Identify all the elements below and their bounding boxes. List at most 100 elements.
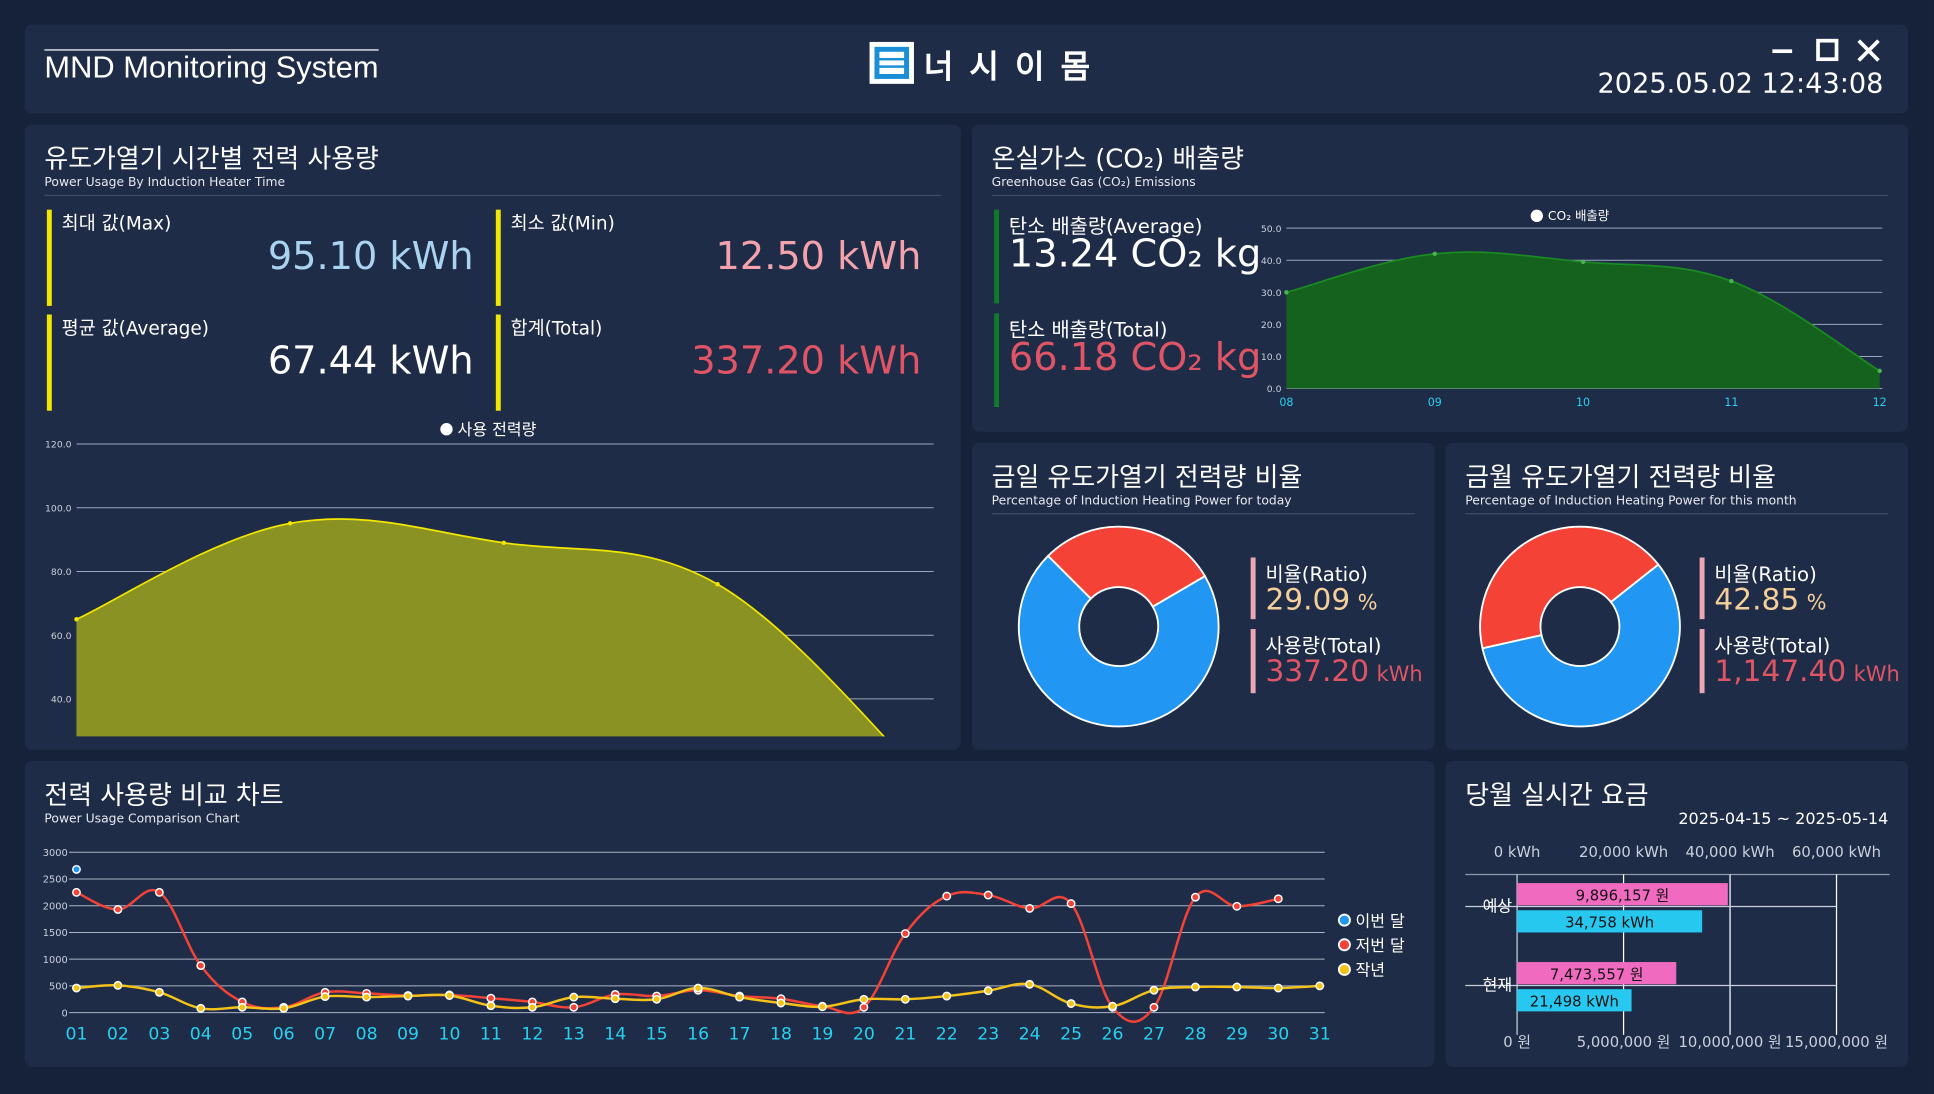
y-tick-label: 20.0 bbox=[1261, 320, 1282, 331]
data-point[interactable] bbox=[1190, 892, 1200, 902]
legend-label[interactable]: 저번 달 bbox=[1356, 936, 1406, 955]
data-point[interactable] bbox=[320, 992, 330, 1002]
x-tick-label: 19 bbox=[811, 1025, 833, 1045]
data-point[interactable] bbox=[486, 993, 496, 1003]
data-point[interactable] bbox=[693, 983, 703, 993]
data-point[interactable] bbox=[237, 1002, 247, 1012]
data-point[interactable] bbox=[735, 992, 744, 1002]
data-point[interactable] bbox=[983, 986, 993, 996]
data-point[interactable] bbox=[1108, 1001, 1117, 1011]
stat-label: 합계(Total) bbox=[510, 316, 603, 340]
logo-icon bbox=[869, 41, 914, 84]
remaining-slice[interactable] bbox=[1017, 554, 1220, 728]
data-point[interactable] bbox=[1273, 894, 1283, 904]
data-point[interactable] bbox=[72, 887, 81, 897]
legend-label[interactable]: CO₂ 배출량 bbox=[1548, 209, 1609, 223]
data-point[interactable] bbox=[900, 929, 910, 938]
data-point[interactable] bbox=[610, 994, 620, 1004]
data-point[interactable] bbox=[715, 582, 720, 587]
remaining-slice[interactable] bbox=[1481, 563, 1681, 728]
data-point[interactable] bbox=[1025, 903, 1035, 913]
data-point[interactable] bbox=[113, 980, 123, 990]
x-tick-label: 28 bbox=[1184, 1025, 1206, 1045]
legend-label[interactable]: 이번 달 bbox=[1356, 911, 1406, 930]
data-point[interactable] bbox=[1232, 982, 1242, 992]
data-point[interactable] bbox=[1273, 983, 1283, 993]
data-point[interactable] bbox=[1580, 259, 1586, 265]
data-point[interactable] bbox=[1190, 982, 1200, 992]
legend-marker[interactable] bbox=[1337, 962, 1351, 976]
data-point[interactable] bbox=[652, 994, 662, 1004]
data-point[interactable] bbox=[154, 987, 164, 997]
data-point[interactable] bbox=[486, 1001, 496, 1011]
data-point[interactable] bbox=[74, 617, 79, 622]
data-point[interactable] bbox=[445, 991, 454, 1000]
data-point[interactable] bbox=[983, 890, 993, 900]
data-point[interactable] bbox=[942, 991, 952, 1001]
data-point[interactable] bbox=[1025, 979, 1035, 989]
data-point[interactable] bbox=[817, 1002, 827, 1012]
legend-marker[interactable] bbox=[1530, 209, 1543, 223]
data-point[interactable] bbox=[1315, 981, 1325, 991]
data-point[interactable] bbox=[1877, 368, 1882, 374]
usage-bar[interactable] bbox=[1517, 989, 1632, 1012]
bottom-tick-label: 0 원 bbox=[1503, 1034, 1531, 1051]
data-point[interactable] bbox=[362, 992, 372, 1002]
data-point[interactable] bbox=[196, 961, 206, 971]
bottom-tick-label: 15,000,000 원 bbox=[1785, 1034, 1888, 1051]
x-tick-label: 12 bbox=[521, 1025, 543, 1045]
panel-subtitle: Percentage of Induction Heating Power fo… bbox=[1465, 494, 1797, 509]
legend-label[interactable]: 작년 bbox=[1356, 961, 1385, 980]
data-point[interactable] bbox=[859, 994, 869, 1004]
stat-value: 337.20 kWh bbox=[691, 339, 922, 384]
data-point[interactable] bbox=[113, 905, 123, 914]
data-point[interactable] bbox=[1149, 985, 1159, 995]
fee-bar[interactable] bbox=[1517, 962, 1677, 985]
data-point[interactable] bbox=[1066, 999, 1076, 1008]
co2-total-stat: 탄소 배출량(Total) 66.18 CO₂ kg bbox=[994, 313, 1261, 408]
panel-subtitle: Greenhouse Gas (CO₂) Emissions bbox=[991, 176, 1196, 190]
data-point[interactable] bbox=[1149, 1002, 1159, 1012]
fee-bar[interactable] bbox=[1517, 883, 1728, 906]
data-point[interactable] bbox=[1284, 290, 1289, 295]
stat-value: 42.85% bbox=[1714, 582, 1826, 617]
minimize-button[interactable] bbox=[1766, 37, 1798, 64]
data-point[interactable] bbox=[154, 887, 164, 897]
data-point[interactable] bbox=[569, 992, 579, 1002]
monthly-fee-panel: 당월 실시간 요금 2025-04-15 ~ 2025-05-14 0 kWh 0… bbox=[1445, 761, 1909, 1067]
x-tick-label: 08 bbox=[1279, 396, 1293, 409]
x-tick-label: 06 bbox=[273, 1025, 295, 1045]
data-point[interactable] bbox=[196, 1003, 206, 1013]
data-point[interactable] bbox=[1066, 899, 1076, 909]
data-point[interactable] bbox=[403, 991, 413, 1001]
data-point[interactable] bbox=[569, 1002, 579, 1012]
x-tick-label: 24 bbox=[1019, 1025, 1041, 1045]
data-point[interactable] bbox=[527, 1002, 537, 1012]
legend-marker[interactable] bbox=[1337, 938, 1351, 952]
x-tick-label: 18 bbox=[770, 1025, 792, 1045]
close-button[interactable] bbox=[1853, 37, 1885, 64]
data-point[interactable] bbox=[279, 1003, 289, 1013]
data-point[interactable] bbox=[942, 891, 952, 901]
data-point[interactable] bbox=[1232, 901, 1242, 911]
data-point[interactable] bbox=[1432, 251, 1437, 257]
data-point[interactable] bbox=[900, 994, 910, 1004]
legend-marker[interactable] bbox=[1337, 913, 1351, 927]
ratio-slice[interactable] bbox=[1046, 525, 1207, 608]
data-point[interactable] bbox=[72, 983, 81, 993]
usage-bar[interactable] bbox=[1517, 910, 1703, 933]
maximize-button[interactable] bbox=[1812, 37, 1844, 64]
data-point[interactable] bbox=[287, 521, 293, 526]
stat-label: 탄소 배출량(Total) bbox=[1008, 318, 1168, 342]
ratio-slice[interactable] bbox=[1479, 525, 1660, 650]
legend-marker[interactable] bbox=[440, 423, 453, 436]
y-tick-label: 40.0 bbox=[51, 695, 72, 706]
data-point[interactable] bbox=[72, 864, 81, 874]
data-point[interactable] bbox=[859, 1002, 869, 1012]
legend-label[interactable]: 사용 전력량 bbox=[458, 420, 537, 439]
data-point[interactable] bbox=[1729, 278, 1734, 284]
fee-bar-label: 9,896,157 원 bbox=[1576, 887, 1670, 904]
usage-bar-label: 21,498 kWh bbox=[1530, 993, 1619, 1010]
data-point[interactable] bbox=[501, 540, 507, 546]
data-point[interactable] bbox=[776, 998, 786, 1008]
